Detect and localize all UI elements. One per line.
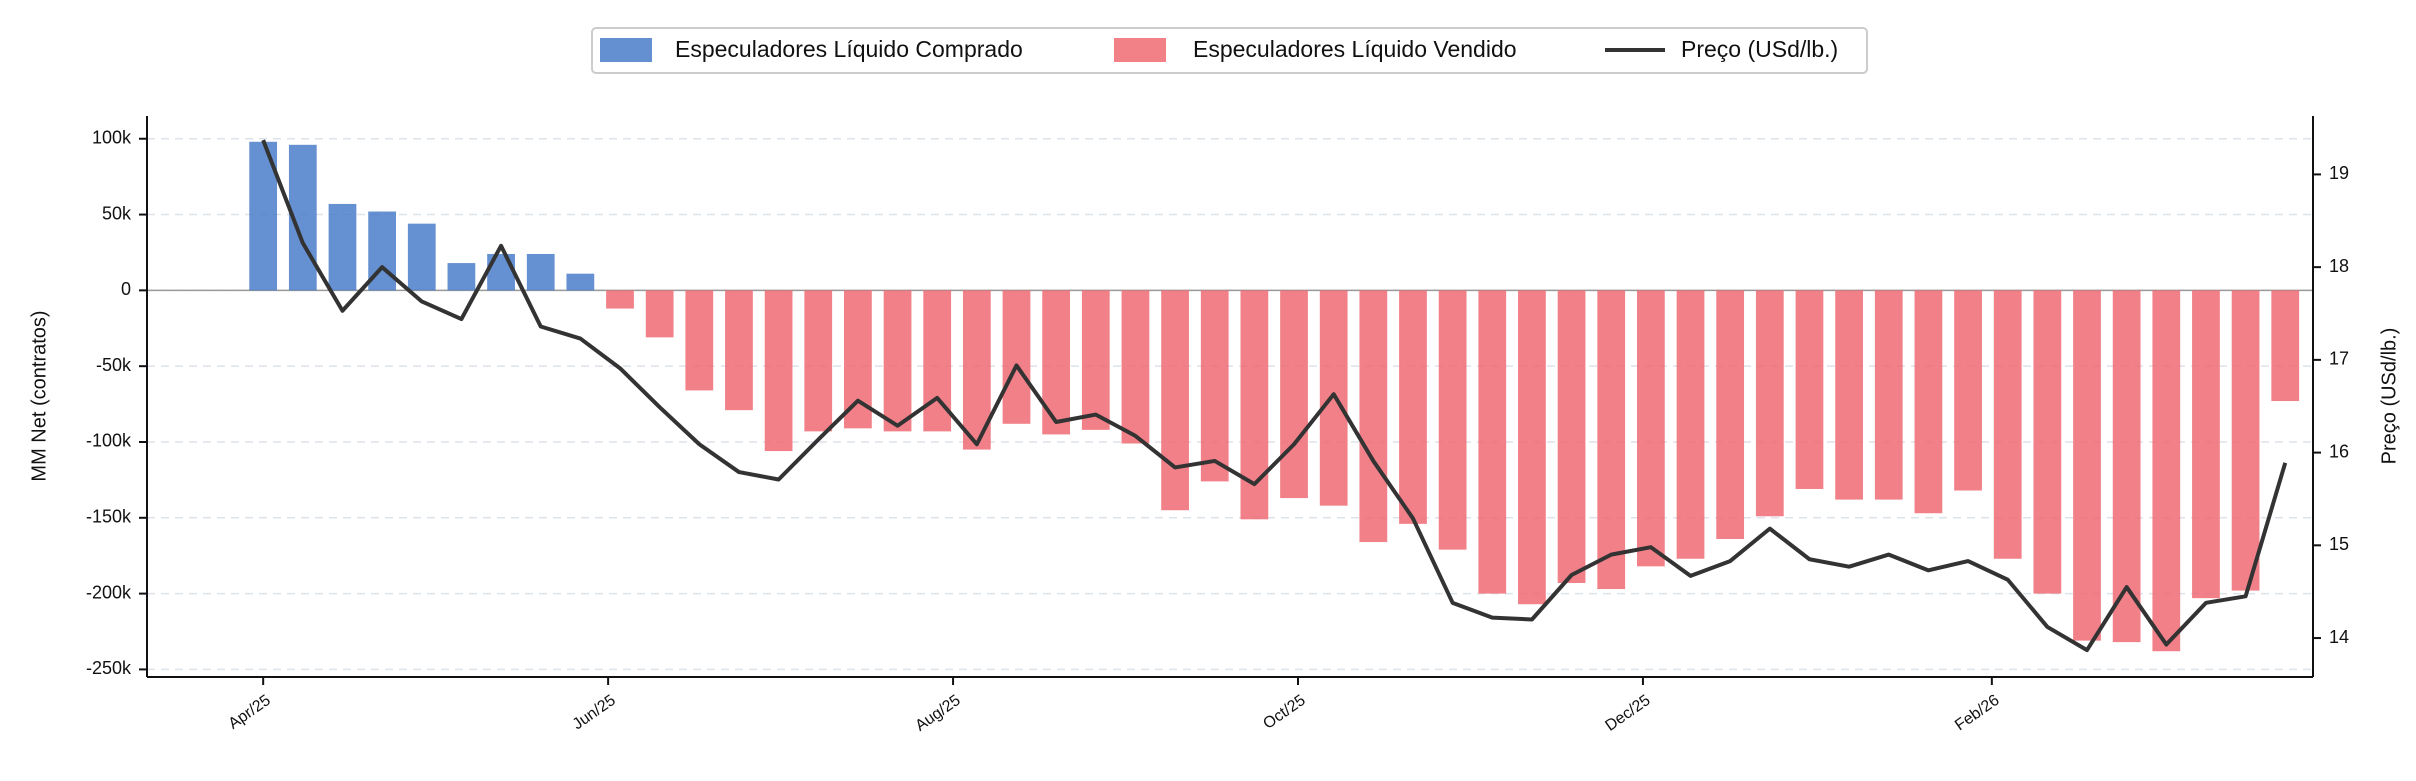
bar bbox=[1835, 290, 1863, 500]
bar bbox=[1240, 290, 1269, 520]
y2-tick-label: 18 bbox=[2329, 256, 2349, 276]
bar bbox=[645, 290, 674, 338]
bar bbox=[1636, 290, 1665, 567]
y-tick-label: 100k bbox=[92, 127, 132, 147]
bar bbox=[2192, 290, 2220, 599]
bar bbox=[328, 203, 357, 291]
bar bbox=[1121, 290, 1150, 444]
y-tick-label: -250k bbox=[86, 658, 132, 678]
y-tick-label: -100k bbox=[86, 431, 132, 451]
legend-patch bbox=[600, 38, 652, 62]
legend-box bbox=[591, 27, 1868, 74]
legend-label: Especuladores Líquido Comprado bbox=[675, 36, 1023, 62]
bar bbox=[685, 290, 714, 391]
bar bbox=[526, 253, 555, 291]
bar bbox=[1755, 290, 1784, 517]
bar bbox=[1399, 290, 1427, 524]
x-tick-label: Aug/25 bbox=[912, 692, 963, 735]
bar bbox=[1914, 290, 1943, 514]
bar bbox=[1200, 290, 1229, 482]
x-tick-label: Oct/25 bbox=[1260, 692, 1308, 733]
bar bbox=[725, 290, 753, 411]
bar bbox=[2271, 290, 2300, 402]
bar bbox=[2152, 290, 2181, 652]
bar bbox=[1042, 290, 1071, 435]
y-tick-label: 50k bbox=[102, 203, 132, 223]
bar bbox=[1874, 290, 1903, 500]
y2-tick-label: 15 bbox=[2329, 534, 2349, 554]
bar bbox=[1518, 290, 1546, 605]
bar bbox=[1002, 290, 1031, 424]
bar bbox=[1993, 290, 2022, 559]
bar bbox=[1795, 290, 1824, 489]
price-line bbox=[261, 139, 2288, 653]
y2-tick-label: 16 bbox=[2329, 441, 2349, 461]
bar bbox=[1716, 290, 1745, 540]
legend-label: Especuladores Líquido Vendido bbox=[1193, 36, 1517, 62]
legend-label: Preço (USd/lb.) bbox=[1681, 36, 1838, 62]
bar bbox=[2231, 290, 2260, 591]
y-tick-label: 0 bbox=[121, 279, 131, 299]
x-tick-label: Jun/25 bbox=[570, 692, 619, 734]
bar bbox=[1954, 290, 1982, 491]
y2-axis-label: Preço (USd/lb.) bbox=[2378, 328, 2400, 465]
x-tick-label: Feb/26 bbox=[1952, 692, 2003, 735]
x-tick-label: Dec/25 bbox=[1602, 692, 1653, 735]
bar bbox=[2073, 290, 2101, 641]
bar bbox=[2033, 290, 2062, 594]
x-tick-label: Apr/25 bbox=[226, 692, 274, 733]
bar bbox=[764, 290, 793, 452]
y-axis-label: MM Net (contratos) bbox=[28, 310, 50, 481]
y2-tick-label: 17 bbox=[2329, 349, 2349, 369]
bar bbox=[1478, 290, 1507, 594]
bar bbox=[447, 263, 476, 291]
bar bbox=[487, 253, 515, 291]
bar bbox=[1280, 290, 1308, 499]
bar bbox=[883, 290, 912, 432]
legend-patch bbox=[1114, 38, 1166, 62]
bar bbox=[2112, 290, 2141, 643]
bar bbox=[566, 273, 595, 291]
y-tick-label: -50k bbox=[96, 355, 132, 375]
bar bbox=[407, 223, 436, 291]
y-tick-label: -200k bbox=[86, 582, 132, 602]
bar bbox=[606, 290, 634, 309]
bar bbox=[1438, 290, 1467, 550]
bar bbox=[1676, 290, 1705, 559]
y-tick-label: -150k bbox=[86, 507, 132, 527]
bar bbox=[1161, 290, 1189, 511]
bar bbox=[1597, 290, 1626, 590]
bar bbox=[804, 290, 833, 432]
y2-tick-label: 14 bbox=[2329, 627, 2349, 647]
bar bbox=[1359, 290, 1388, 543]
bar bbox=[1081, 290, 1110, 430]
y2-tick-label: 19 bbox=[2329, 163, 2349, 183]
bar bbox=[1557, 290, 1586, 583]
